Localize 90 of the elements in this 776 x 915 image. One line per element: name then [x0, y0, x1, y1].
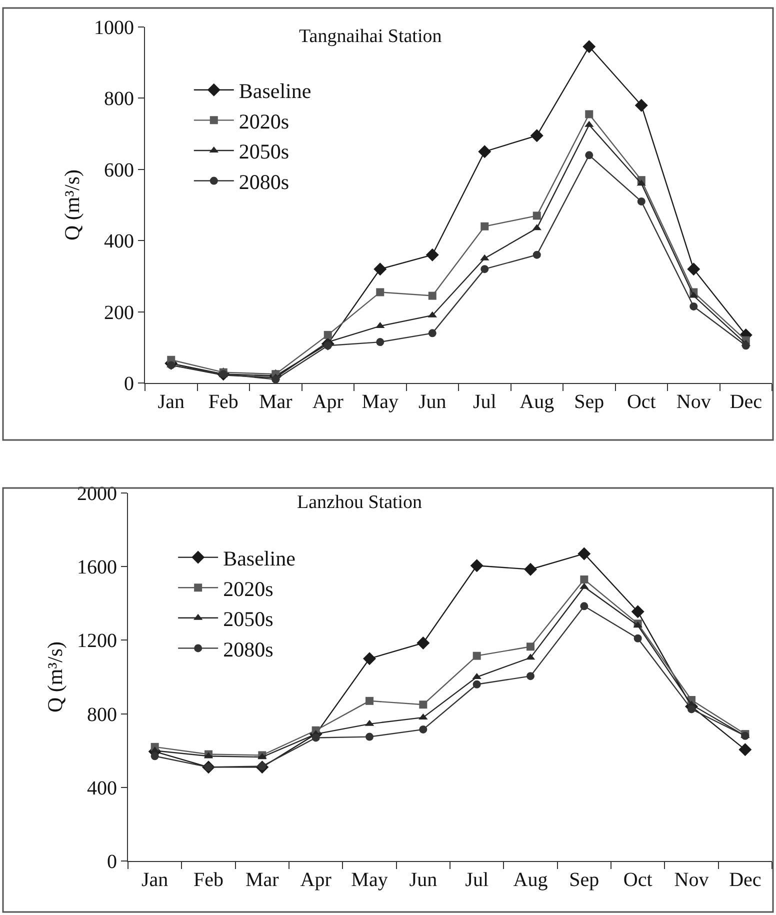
point: [582, 40, 596, 54]
legend-label: Baseline: [238, 79, 312, 104]
point: [472, 680, 481, 688]
legend-label: 2020s: [238, 109, 290, 134]
point: [480, 222, 489, 230]
point: [634, 98, 648, 112]
legend-label: 2020s: [223, 576, 274, 601]
point: [585, 151, 594, 160]
y-tick-label: 1200: [77, 630, 117, 652]
point: [532, 212, 541, 220]
point: [580, 575, 588, 584]
point: [478, 145, 492, 158]
y-tick-label: 400: [104, 230, 134, 253]
point: [524, 562, 537, 576]
x-tick-label: Apr: [300, 869, 332, 891]
y-tick-label: 200: [104, 302, 134, 324]
point: [376, 288, 384, 296]
y-tick-label: 1600: [77, 556, 117, 579]
point: [585, 110, 594, 118]
chart-title: Tangnaihai Station: [299, 26, 442, 47]
y-tick-label: 0: [124, 373, 134, 395]
point: [690, 302, 698, 310]
legend-label: 2080s: [223, 637, 274, 662]
point: [738, 743, 752, 756]
legend-label: 2080s: [238, 170, 290, 194]
point: [532, 250, 541, 259]
x-tick-label: May: [362, 391, 398, 413]
x-tick-label: Feb: [194, 869, 224, 891]
point: [480, 265, 489, 274]
point: [580, 602, 588, 610]
x-tick-label: Mar: [258, 391, 293, 413]
point: [634, 634, 642, 642]
y-tick-label: 0: [107, 851, 117, 873]
point: [470, 559, 484, 572]
x-tick-label: Apr: [312, 391, 344, 413]
x-tick-label: Aug: [520, 391, 554, 413]
legend-label: 2050s: [238, 140, 290, 164]
point: [578, 547, 591, 560]
point: [428, 292, 436, 300]
point: [363, 652, 376, 666]
point: [526, 642, 534, 651]
y-tick-label: 800: [104, 88, 134, 110]
point: [631, 605, 644, 618]
point: [426, 248, 439, 262]
y-tick-label: 400: [87, 777, 117, 800]
x-tick-label: Nov: [674, 869, 709, 891]
x-tick-label: Oct: [626, 391, 656, 413]
y-axis-title: Q (m³/s): [43, 641, 68, 713]
legend-label: Baseline: [223, 546, 296, 570]
point: [272, 375, 280, 383]
point: [419, 725, 428, 734]
x-tick-label: Nov: [676, 391, 711, 413]
x-tick-label: Dec: [730, 391, 762, 413]
x-tick-label: Feb: [208, 391, 238, 413]
x-tick-label: Jan: [158, 391, 184, 413]
point: [324, 330, 332, 339]
point: [416, 636, 430, 650]
x-tick-label: Jan: [141, 869, 168, 891]
x-tick-label: Jun: [409, 869, 438, 891]
point: [687, 262, 700, 276]
point: [419, 700, 428, 709]
x-tick-label: May: [351, 869, 388, 891]
point: [312, 734, 320, 742]
legend-label: 2050s: [223, 607, 274, 632]
x-tick-label: Aug: [513, 869, 548, 891]
point: [366, 732, 374, 741]
point: [526, 672, 534, 680]
y-tick-label: 800: [87, 704, 117, 726]
point: [742, 342, 750, 350]
x-tick-label: Sep: [574, 391, 604, 413]
y-tick-label: 600: [104, 159, 134, 182]
point: [472, 652, 481, 660]
point: [150, 752, 159, 760]
x-tick-label: Jul: [472, 391, 497, 413]
point: [637, 197, 646, 206]
chart-title: Lanzhou Station: [297, 492, 423, 513]
y-axis-title: Q (m³/s): [60, 169, 84, 241]
point: [374, 262, 387, 276]
x-tick-label: Jun: [418, 391, 446, 413]
point: [688, 705, 696, 714]
point: [530, 129, 544, 142]
x-tick-label: Dec: [729, 869, 762, 891]
point: [366, 696, 374, 705]
x-tick-label: Mar: [246, 869, 280, 891]
point: [376, 338, 384, 346]
x-tick-label: Jul: [465, 869, 489, 891]
y-tick-label: 1000: [94, 17, 134, 39]
x-tick-label: Sep: [569, 869, 600, 891]
point: [428, 329, 436, 338]
x-tick-label: Oct: [623, 869, 653, 891]
